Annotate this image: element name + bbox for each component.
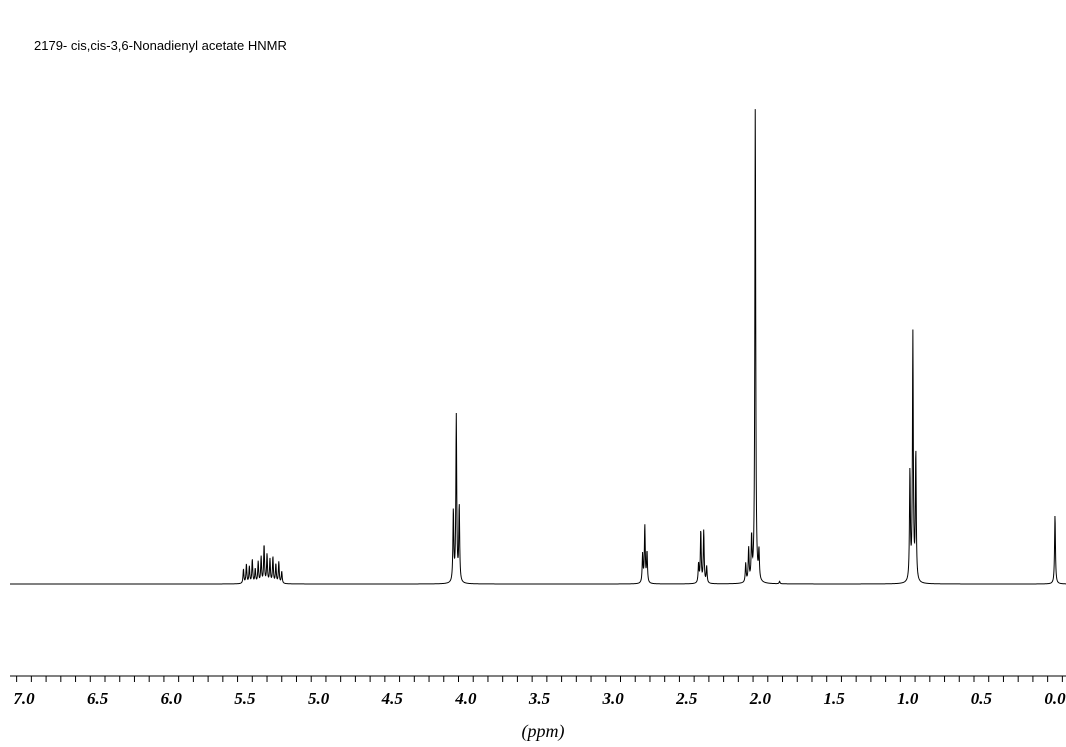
- x-tick-label: 2.5: [675, 689, 698, 708]
- x-tick-label: 5.0: [308, 689, 330, 708]
- x-tick-label: 4.5: [381, 689, 404, 708]
- x-tick-label: 0.5: [971, 689, 993, 708]
- x-axis-title: (ppm): [522, 721, 565, 742]
- spectrum-trace: [10, 109, 1066, 585]
- x-tick-label: 6.0: [161, 689, 183, 708]
- x-tick-label: 6.5: [87, 689, 109, 708]
- x-axis-ticks: [16, 676, 1063, 682]
- x-tick-label: 0.0: [1044, 689, 1066, 708]
- x-tick-label: 4.0: [454, 689, 477, 708]
- x-tick-label: 3.5: [528, 689, 551, 708]
- x-tick-label: 3.0: [602, 689, 625, 708]
- x-tick-label: 1.0: [897, 689, 919, 708]
- x-tick-label: 7.0: [13, 689, 35, 708]
- x-tick-label: 5.5: [234, 689, 256, 708]
- x-tick-label: 2.0: [749, 689, 772, 708]
- chart-title: 2179- cis,cis-3,6-Nonadienyl acetate HNM…: [34, 38, 287, 53]
- x-axis-tick-labels: 7.0 6.5 6.0 5.5 5.0 4.5 4.0 3.5 3.0 2.5 2.0 1.5 1.0 0…: [13, 689, 1066, 708]
- x-tick-label: 1.5: [823, 689, 845, 708]
